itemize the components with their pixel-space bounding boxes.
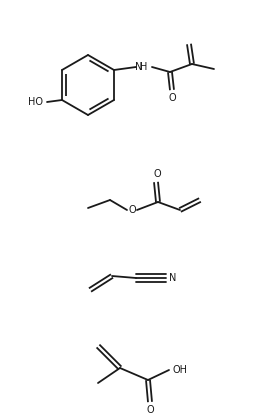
Text: O: O: [128, 205, 136, 215]
Text: HO: HO: [27, 97, 43, 107]
Text: N: N: [135, 62, 143, 72]
Text: OH: OH: [172, 365, 187, 375]
Text: O: O: [153, 169, 161, 179]
Text: O: O: [146, 405, 154, 415]
Text: O: O: [168, 93, 176, 103]
Text: H: H: [140, 62, 148, 72]
Text: N: N: [169, 273, 177, 283]
